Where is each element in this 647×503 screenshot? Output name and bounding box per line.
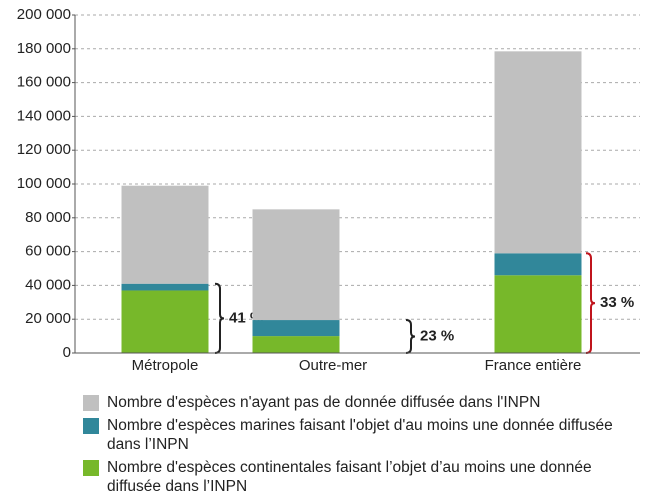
y-tick-label: 20 000 bbox=[25, 310, 71, 327]
bracket bbox=[214, 282, 225, 354]
bar-segment bbox=[252, 336, 340, 353]
y-tick-label: 140 000 bbox=[17, 107, 71, 124]
bracket bbox=[585, 252, 596, 354]
legend-label: Nombre d'espèces continentales faisant l… bbox=[107, 459, 592, 495]
bar-segment bbox=[121, 283, 209, 291]
y-tick-label: 80 000 bbox=[25, 209, 71, 226]
legend: Nombre d'espèces n'ayant pas de donnée d… bbox=[83, 393, 643, 500]
legend-label: Nombre d'espèces marines faisant l'objet… bbox=[107, 417, 613, 453]
bar-segment bbox=[494, 253, 582, 276]
y-tick-label: 120 000 bbox=[17, 141, 71, 158]
y-tick-label: 0 bbox=[63, 344, 71, 361]
y-tick-label: 60 000 bbox=[25, 243, 71, 260]
y-tick-label: 40 000 bbox=[25, 276, 71, 293]
chart: 0 20 000 40 000 60 000 80 000 100 000 120 000 1… bbox=[17, 6, 640, 374]
legend-item: Nombre d'espèces continentales faisant l… bbox=[83, 458, 643, 496]
bar-segment bbox=[121, 185, 209, 284]
x-tick-label: Métropole bbox=[132, 357, 199, 374]
bracket bbox=[405, 319, 416, 354]
legend-swatch bbox=[83, 418, 99, 434]
bar-segment bbox=[252, 320, 340, 337]
y-tick-label: 180 000 bbox=[17, 40, 71, 57]
bar-segment bbox=[494, 51, 582, 254]
bar-segment bbox=[252, 209, 340, 321]
bar-segment bbox=[121, 290, 209, 353]
y-tick-label: 100 000 bbox=[17, 175, 71, 192]
legend-label: Nombre d'espèces n'ayant pas de donnée d… bbox=[107, 394, 541, 411]
x-tick-label: Outre-mer bbox=[299, 357, 367, 374]
legend-item: Nombre d'espèces marines faisant l'objet… bbox=[83, 416, 643, 454]
y-tick-label: 160 000 bbox=[17, 74, 71, 91]
y-tick-label: 200 000 bbox=[17, 6, 71, 23]
x-tick-label: France entière bbox=[485, 357, 582, 374]
annotation: 23 % bbox=[420, 327, 454, 344]
bar-segment bbox=[494, 275, 582, 353]
legend-item: Nombre d'espèces n'ayant pas de donnée d… bbox=[83, 393, 643, 412]
legend-swatch bbox=[83, 395, 99, 411]
annotation: 33 % bbox=[600, 294, 634, 311]
legend-swatch bbox=[83, 460, 99, 476]
